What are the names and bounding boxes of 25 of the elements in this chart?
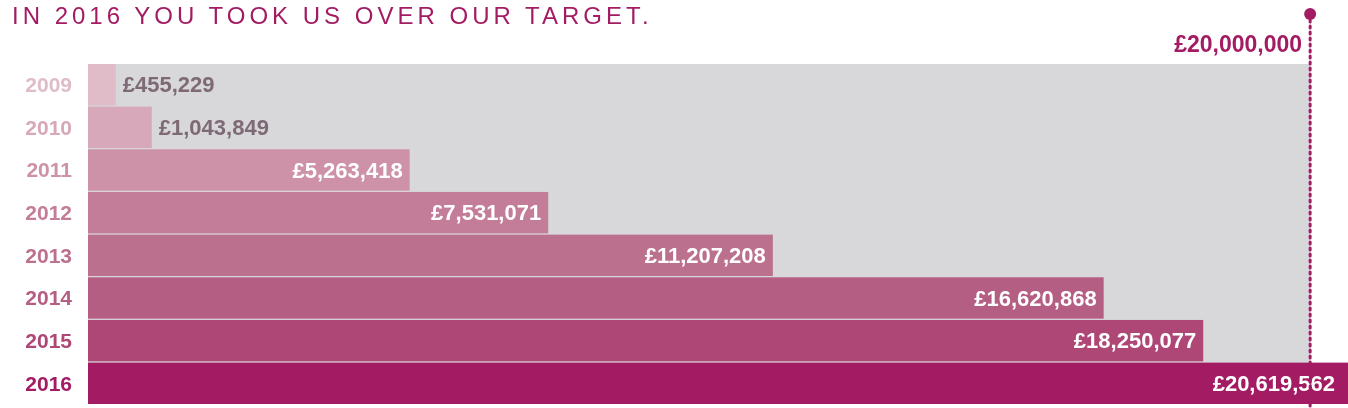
y-tick-label: 2009 bbox=[25, 73, 72, 97]
y-tick-label: 2014 bbox=[25, 286, 73, 310]
y-tick-label: 2012 bbox=[25, 201, 72, 225]
bar bbox=[88, 234, 773, 277]
bar bbox=[88, 149, 410, 191]
y-tick-label: 2013 bbox=[25, 243, 72, 267]
chart-title: IN 2016 YOU TOOK US OVER OUR TARGET. bbox=[12, 2, 653, 29]
data-label: £455,229 bbox=[122, 72, 215, 98]
y-tick-label: 2010 bbox=[25, 115, 72, 139]
bar bbox=[88, 64, 116, 106]
ref-line-label: £20,000,000 bbox=[1174, 31, 1303, 58]
bar bbox=[88, 319, 1204, 362]
data-label: £18,250,077 bbox=[1073, 328, 1197, 354]
bar bbox=[88, 277, 1104, 319]
y-tick-label: 2016 bbox=[25, 371, 72, 395]
bar bbox=[88, 106, 152, 149]
y-tick-label: 2015 bbox=[25, 329, 73, 352]
bar bbox=[88, 191, 549, 234]
data-label: £16,620,868 bbox=[974, 285, 1097, 311]
data-label: £5,263,418 bbox=[292, 157, 403, 183]
y-tick-label: 2011 bbox=[26, 158, 73, 182]
data-label: £7,531,071 bbox=[431, 200, 542, 226]
data-label: £20,619,562 bbox=[1212, 371, 1335, 397]
data-label: £1,043,849 bbox=[158, 115, 269, 141]
data-label: £11,207,208 bbox=[644, 243, 766, 269]
